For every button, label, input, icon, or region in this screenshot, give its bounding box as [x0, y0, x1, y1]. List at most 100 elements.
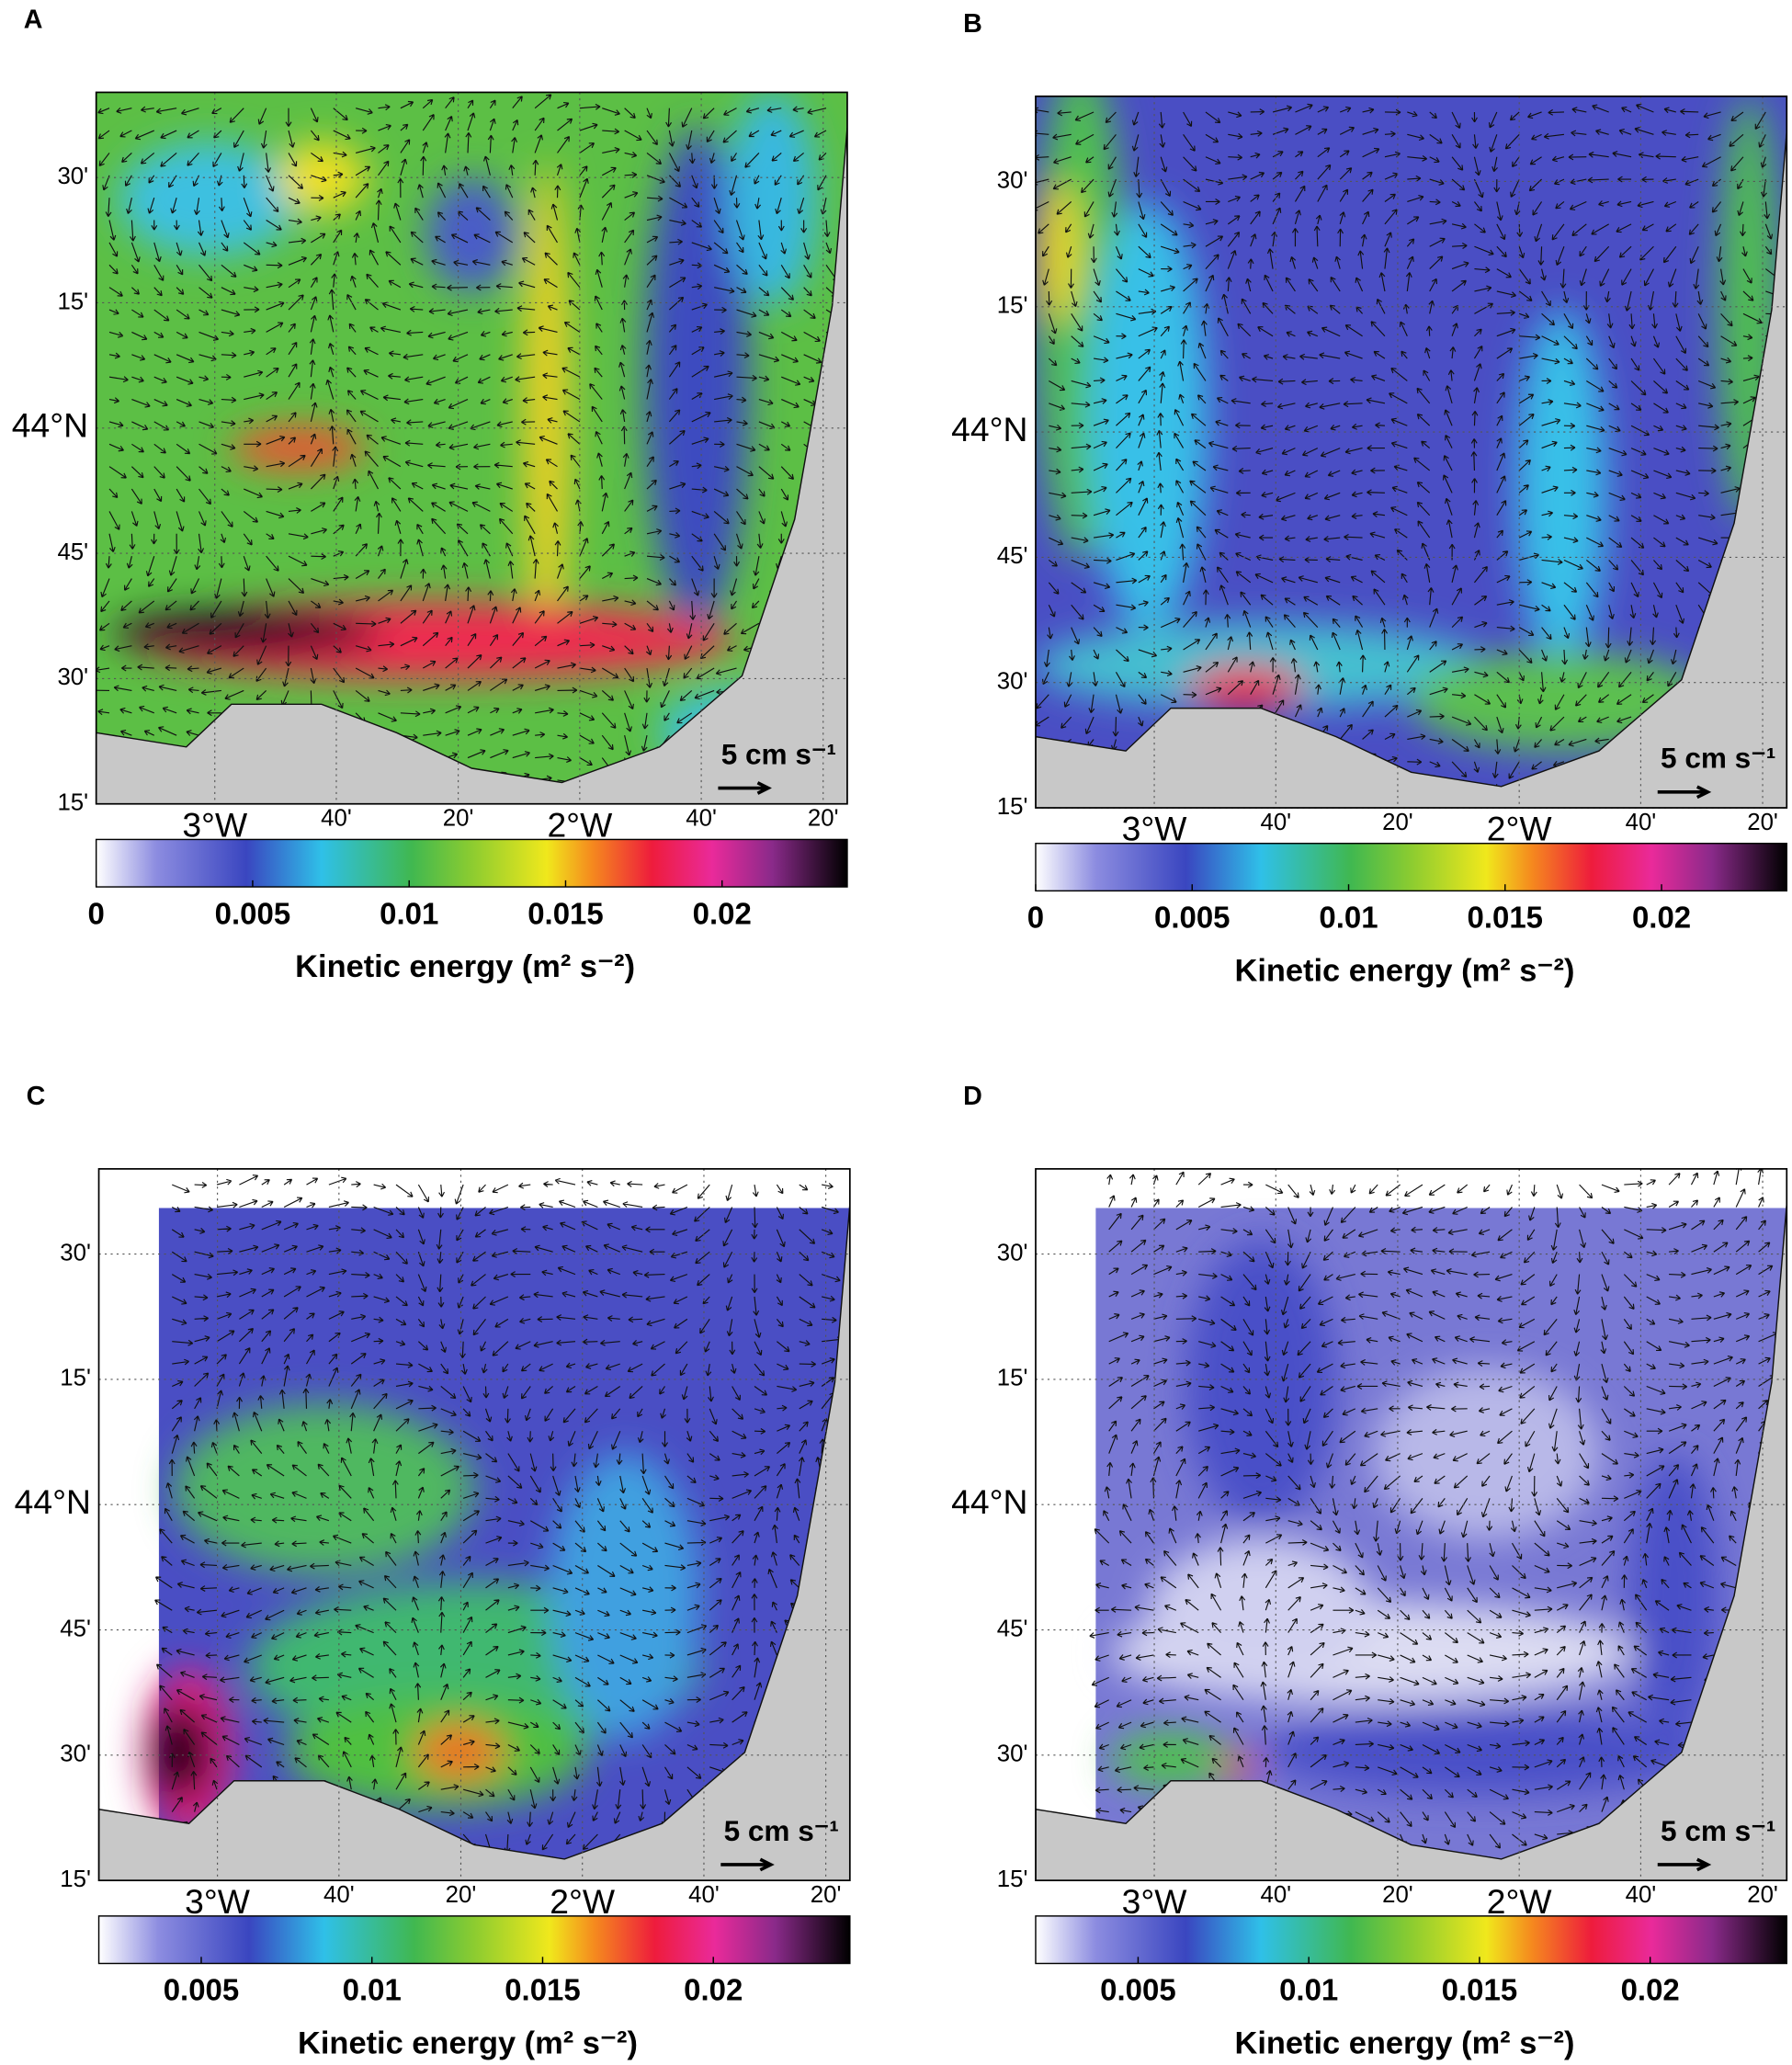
lon-tick-label: 40' — [321, 806, 352, 832]
lat-tick-label: 15' — [57, 790, 88, 816]
colorbar — [97, 1915, 851, 1965]
colorbar-tick-label: 0.005 — [215, 896, 291, 930]
colorbar — [95, 838, 848, 888]
colorbar-label: Kinetic energy (m² s⁻²) — [1234, 2025, 1574, 2060]
lon-tick-label: 2°W — [550, 1882, 616, 1921]
lat-tick-label: 44°N — [951, 410, 1027, 448]
field-blob — [1185, 665, 1307, 709]
scale-label: 5 cm s⁻¹ — [721, 737, 836, 770]
lon-tick-label: 40' — [1626, 1882, 1657, 1908]
map-frame — [95, 91, 848, 805]
lon-tick-label: 40' — [686, 806, 717, 832]
lat-tick-label: 45' — [60, 1616, 91, 1641]
field-blob — [727, 92, 818, 306]
colorbar — [1035, 843, 1787, 892]
scale-label: 5 cm s⁻¹ — [1661, 1814, 1775, 1847]
velocity-arrows — [1035, 103, 1786, 802]
colorbar-tick-label: 0.02 — [1621, 1973, 1680, 2007]
lon-tick-label: 3°W — [1122, 810, 1188, 848]
field-blob — [1185, 1240, 1336, 1526]
lat-tick-label: 30' — [57, 164, 88, 189]
lon-tick-label: 3°W — [1122, 1882, 1188, 1921]
field-blob — [1035, 622, 1487, 709]
lat-tick-label: 30' — [60, 1742, 91, 1767]
colorbar-tick-label: 0.005 — [1100, 1973, 1176, 2007]
colorbar-label: Kinetic energy (m² s⁻²) — [298, 2025, 638, 2060]
panel-label: C — [27, 1082, 46, 1111]
land — [96, 128, 847, 804]
field-blob — [1148, 1538, 1374, 1682]
map-frame — [1035, 1168, 1788, 1882]
field-blob — [231, 426, 367, 470]
field-blob — [549, 1453, 700, 1739]
ke-field — [98, 1168, 850, 1881]
lat-tick-label: 30' — [997, 167, 1028, 193]
scale-arrow — [720, 1857, 775, 1872]
lat-tick-label: 30' — [997, 1240, 1028, 1265]
lat-tick-label: 44°N — [951, 1482, 1027, 1521]
ke-field — [1035, 1168, 1787, 1881]
lon-tick-label: 40' — [1626, 810, 1657, 835]
lon-tick-label: 2°W — [1487, 1882, 1553, 1921]
field-blob — [1035, 181, 1082, 324]
lon-tick-label: 20' — [1747, 810, 1778, 835]
colorbar — [1035, 1915, 1787, 1965]
panel: D 30' 15' 44°N 45' 30' 15' 3°W 40' 20' 2°W 40' 20' 5 … — [951, 1082, 1788, 2060]
land — [98, 1204, 850, 1881]
field-blobs — [143, 1403, 700, 1838]
colorbar-tick-label: 0.02 — [1632, 901, 1691, 935]
lon-tick-label: 20' — [811, 1882, 842, 1908]
lat-tick-label: 44°N — [15, 1482, 91, 1521]
lon-tick-label: 2°W — [1487, 810, 1553, 848]
scale-arrow — [1657, 785, 1712, 800]
lat-tick-label: 15' — [997, 1866, 1028, 1892]
panel: B 30' 15' 44°N 45' 30' 15' 3°W 40' 20' 2°W 40' 20' 5 … — [951, 9, 1788, 988]
lon-tick-label: 40' — [1260, 1882, 1291, 1908]
field-blob — [1223, 1752, 1253, 1781]
lat-tick-label: 15' — [997, 1366, 1028, 1391]
lat-tick-label: 15' — [60, 1866, 91, 1892]
lon-tick-label: 40' — [323, 1882, 355, 1908]
colorbar-label: Kinetic energy (m² s⁻²) — [295, 949, 635, 984]
colorbar-tick-label: 0.015 — [505, 1973, 581, 2007]
field-blob — [426, 177, 517, 292]
lon-tick-label: 20' — [1382, 810, 1413, 835]
lon-tick-label: 3°W — [185, 1882, 251, 1921]
field-blob — [119, 142, 300, 256]
colorbar-tick-label: 0.02 — [684, 1973, 743, 2007]
lat-tick-label: 15' — [57, 289, 88, 314]
field-blob — [1261, 1709, 1712, 1796]
lat-tick-label: 30' — [60, 1240, 91, 1265]
field-blob — [1373, 1367, 1599, 1539]
colorbar-tick-label: 0.015 — [527, 896, 604, 930]
colorbar-tick-label: 0.02 — [693, 896, 752, 930]
lon-tick-label: 20' — [1747, 1882, 1778, 1908]
field-blob — [414, 1723, 505, 1781]
colorbar-tick-label: 0.015 — [1468, 901, 1544, 935]
field-blob — [174, 1403, 475, 1575]
velocity-arrows — [96, 94, 845, 801]
colorbar-tick-label: 0.015 — [1442, 1973, 1518, 2007]
colorbar-tick-label: 0 — [1027, 901, 1044, 935]
scale-label: 5 cm s⁻¹ — [724, 1814, 839, 1847]
field-shapes — [143, 1208, 850, 1881]
field-blob — [1110, 1730, 1231, 1788]
lat-tick-label: 15' — [997, 794, 1028, 820]
colorbar-tick-label: 0.005 — [164, 1973, 240, 2007]
colorbar-label: Kinetic energy (m² s⁻²) — [1234, 953, 1574, 988]
land — [1035, 131, 1787, 809]
panel-label: D — [963, 1082, 982, 1111]
colorbar-tick-label: 0.01 — [1319, 901, 1378, 935]
colorbar-tick-label: 0.01 — [343, 1973, 402, 2007]
map-frame — [1035, 95, 1788, 809]
colorbar-tick-label: 0.005 — [1154, 901, 1231, 935]
panel: A 30' 15' 44°N 45' 30' 15' 3°W 40' 20' 2°W 40' 20' 5 … — [12, 6, 848, 984]
colorbar-tick-label: 0.01 — [1279, 1973, 1338, 2007]
field-blob — [1628, 1453, 1719, 1739]
field-blob — [1516, 310, 1607, 666]
lon-tick-label: 20' — [446, 1882, 477, 1908]
lon-tick-label: 20' — [808, 806, 839, 832]
lon-tick-label: 40' — [688, 1882, 720, 1908]
